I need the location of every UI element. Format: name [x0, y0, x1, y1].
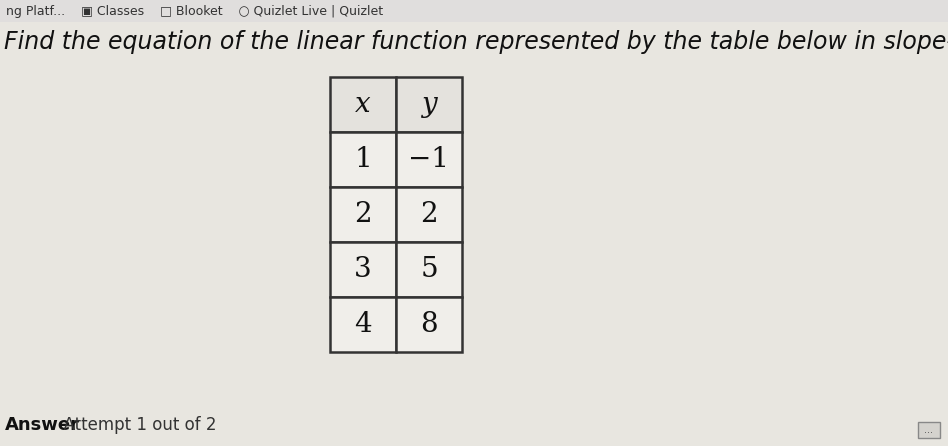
Text: y: y [421, 91, 437, 118]
Bar [330, 187, 396, 242]
Text: Find the equation of the linear function represented by the table below in slope: Find the equation of the linear function… [4, 30, 948, 54]
Text: 1: 1 [355, 146, 372, 173]
Text: ...: ... [924, 425, 934, 435]
Text: ng Platf...    ▣ Classes    □ Blooket    ○ Quizlet Live | Quizlet: ng Platf... ▣ Classes □ Blooket ○ Quizle… [6, 4, 383, 17]
Text: 5: 5 [420, 256, 438, 283]
Bar [918, 422, 940, 438]
Bar [330, 297, 396, 352]
Text: Answer: Answer [5, 416, 80, 434]
Bar [396, 77, 462, 132]
Bar [396, 132, 462, 187]
Text: Attempt 1 out of 2: Attempt 1 out of 2 [53, 416, 216, 434]
Bar [396, 242, 462, 297]
Bar [330, 132, 396, 187]
Bar [330, 77, 396, 132]
Text: 8: 8 [420, 311, 438, 338]
Bar [396, 187, 462, 242]
Bar [330, 242, 396, 297]
Text: 3: 3 [355, 256, 372, 283]
Bar [396, 297, 462, 352]
Text: 4: 4 [355, 311, 372, 338]
Bar [0, 0, 948, 22]
Text: 2: 2 [355, 201, 372, 228]
Text: x: x [356, 91, 371, 118]
Text: 2: 2 [420, 201, 438, 228]
Text: −1: −1 [409, 146, 449, 173]
